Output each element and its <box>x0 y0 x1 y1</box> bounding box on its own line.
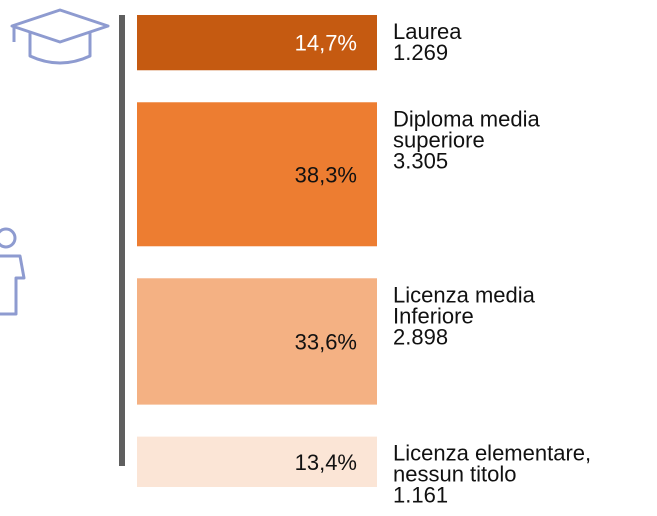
count-label: 1.161 <box>393 483 448 508</box>
box <box>137 15 377 71</box>
graduation-cap-icon <box>10 8 110 65</box>
category-label: Licenza media <box>393 282 536 307</box>
category-label: Diploma media <box>393 106 540 131</box>
category-label: nessun titolo <box>393 462 517 487</box>
category-label: Inferiore <box>393 303 474 328</box>
value-label: 14,7% <box>295 31 357 56</box>
value-label: 38,3% <box>295 162 357 187</box>
box <box>137 436 377 487</box>
category-label: superiore <box>393 127 485 152</box>
value-label: 33,6% <box>295 329 357 354</box>
count-label: 1.269 <box>393 40 448 65</box>
count-label: 2.898 <box>393 324 448 349</box>
count-label: 3.305 <box>393 148 448 173</box>
value-label: 13,4% <box>295 450 357 475</box>
person-icon <box>0 227 26 316</box>
category-label: Licenza elementare, <box>393 441 591 466</box>
category-label: Laurea <box>393 19 462 44</box>
box <box>137 102 377 247</box>
box <box>137 278 377 405</box>
